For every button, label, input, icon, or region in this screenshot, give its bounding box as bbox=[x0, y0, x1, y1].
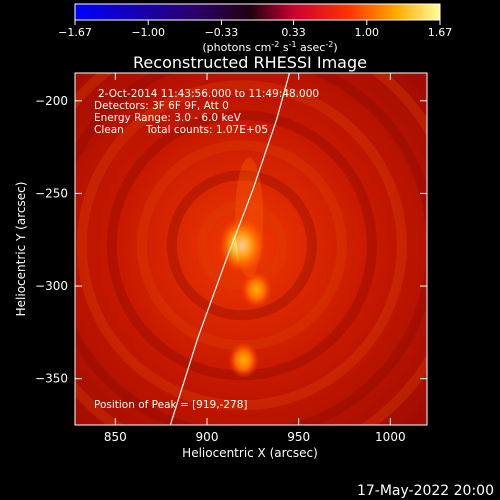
ripple-ring bbox=[166, 170, 317, 321]
colorbar-tick-label: 0.33 bbox=[281, 26, 306, 39]
plot-area bbox=[75, 73, 427, 425]
y-tick-label: −250 bbox=[35, 186, 68, 200]
solar-limb bbox=[169, 73, 291, 425]
y-axis-label: Heliocentric Y (arcsec) bbox=[14, 182, 28, 317]
sources bbox=[218, 157, 272, 379]
colorbar-label: (photons cm-2 s-1 asec-2) bbox=[202, 40, 337, 54]
colorbar-tick-label: −1.67 bbox=[58, 26, 92, 39]
axis-ticks bbox=[75, 73, 427, 425]
chart-title: Reconstructed RHESSI Image bbox=[133, 53, 367, 72]
source-column bbox=[235, 157, 264, 278]
x-tick-label: 950 bbox=[287, 430, 310, 444]
plot-frame bbox=[74, 72, 428, 426]
counts-annotation: Total counts: 1.07E+05 bbox=[145, 124, 268, 136]
colorbar-tick-label: −0.33 bbox=[205, 26, 239, 39]
time-range-annotation: 2-Oct-2014 11:43:56.000 to 11:49:48.000 bbox=[98, 88, 319, 100]
main-source bbox=[218, 217, 266, 274]
colorbar-gradient bbox=[74, 3, 441, 21]
ripple-ring bbox=[76, 80, 407, 411]
colorbar-tick-label: 1.67 bbox=[428, 26, 453, 39]
x-axis-label: Heliocentric X (arcsec) bbox=[182, 446, 318, 460]
x-tick-label: 850 bbox=[104, 430, 127, 444]
peak-annotation: Position of Peak = [919,-278] bbox=[94, 399, 248, 411]
secondary-source bbox=[241, 271, 272, 308]
x-tick-label: 1000 bbox=[375, 430, 406, 444]
detectors-annotation: Detectors: 3F 6F 9F, Att 0 bbox=[94, 100, 229, 112]
y-tick-label: −200 bbox=[35, 94, 68, 108]
colorbar: −1.67 −1.00 −0.33 0.33 1.00 1.67 (photons cm-… bbox=[58, 3, 452, 54]
x-tick-label: 900 bbox=[196, 430, 219, 444]
y-tick-labels: −200 −250 −300 −350 bbox=[35, 94, 68, 386]
y-tick-label: −300 bbox=[35, 279, 68, 293]
colorbar-tick-label: −1.00 bbox=[131, 26, 165, 39]
x-tick-labels: 850 900 950 1000 bbox=[104, 430, 406, 444]
method-annotation: Clean bbox=[94, 124, 124, 136]
y-tick-label: −350 bbox=[35, 372, 68, 386]
secondary-source bbox=[228, 342, 259, 379]
colorbar-ticks: −1.67 −1.00 −0.33 0.33 1.00 1.67 bbox=[58, 20, 452, 39]
footer-date: 17-May-2022 20:00 bbox=[357, 483, 494, 499]
energy-annotation: Energy Range: 3.0 - 6.0 keV bbox=[94, 112, 242, 124]
colorbar-tick-label: 1.00 bbox=[355, 26, 380, 39]
